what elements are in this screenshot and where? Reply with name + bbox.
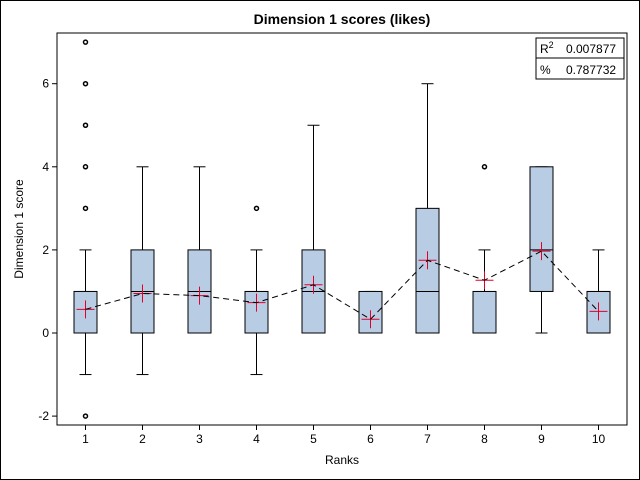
x-tick-label: 8 <box>481 432 488 446</box>
x-axis-label: Ranks <box>325 453 359 467</box>
outlier-point <box>82 80 89 87</box>
x-tick-label: 9 <box>538 432 545 446</box>
box-iqr <box>529 166 554 292</box>
pct-value: 0.787732 <box>566 63 616 77</box>
mean-connecting-line <box>85 250 599 320</box>
box-group <box>472 164 497 334</box>
y-tick-label: 6 <box>42 77 49 91</box>
outlier-point <box>481 164 488 170</box>
box-group <box>73 39 98 419</box>
y-tick-label: 0 <box>42 326 49 340</box>
box-iqr <box>472 290 497 334</box>
box-group <box>301 124 326 334</box>
r2-label-base: R <box>540 42 549 56</box>
box-group <box>358 290 383 334</box>
box-group <box>244 205 269 376</box>
outlier-point <box>82 413 89 419</box>
plot-area <box>56 32 628 426</box>
r2-label: R2 <box>540 40 554 56</box>
chart-title: Dimension 1 scores (likes) <box>254 11 431 27</box>
outlier-point <box>253 205 260 212</box>
x-tick-label: 4 <box>253 432 260 446</box>
y-axis-label: Dimension 1 score <box>12 179 26 279</box>
box-group <box>586 249 611 334</box>
pct-label: % <box>540 63 551 77</box>
x-axis: 1 2 3 4 5 6 7 8 9 10 <box>82 425 605 446</box>
r2-value: 0.007877 <box>566 42 616 56</box>
outlier-point <box>82 205 89 212</box>
y-tick-label: 4 <box>42 160 49 174</box>
x-tick-label: 3 <box>196 432 203 446</box>
outlier-point <box>82 39 89 45</box>
box-group <box>529 166 554 334</box>
outlier-point <box>82 164 89 170</box>
y-tick-label: -2 <box>38 409 49 423</box>
x-tick-label: 10 <box>592 432 606 446</box>
boxes-layer <box>73 39 611 419</box>
box-group <box>415 83 440 334</box>
box-group <box>130 166 155 376</box>
mean-line-layer <box>85 250 599 320</box>
x-tick-label: 1 <box>82 432 89 446</box>
box-group <box>187 166 212 334</box>
x-tick-label: 2 <box>139 432 146 446</box>
x-tick-label: 7 <box>424 432 431 446</box>
y-tick-label: 2 <box>42 243 49 257</box>
x-tick-label: 5 <box>310 432 317 446</box>
stats-legend: R2 0.007877 % 0.787732 <box>535 37 625 80</box>
r2-label-superscript: 2 <box>549 40 554 50</box>
outlier-point <box>82 122 89 128</box>
box-iqr <box>415 207 440 334</box>
y-axis: -2 0 2 4 6 <box>38 77 57 423</box>
x-tick-label: 6 <box>367 432 374 446</box>
